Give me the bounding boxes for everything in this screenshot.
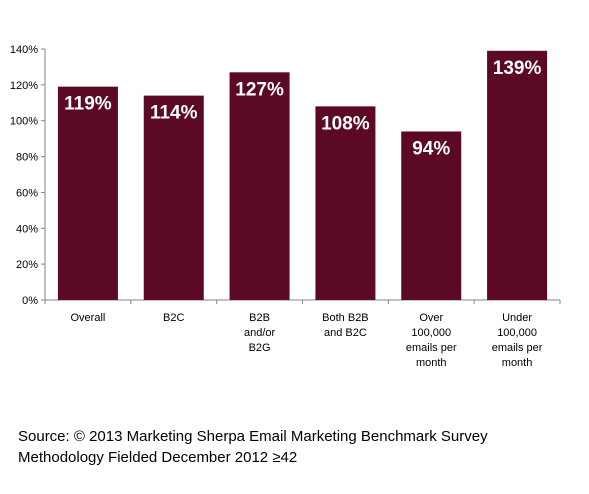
y-tick-label: 100% [10,116,38,128]
x-tick-label: Over 100,000 emails per month [406,312,457,369]
data-label: 139% [493,58,542,79]
y-tick-label: 80% [16,152,38,164]
data-label: 119% [64,94,112,115]
bar [401,131,462,300]
y-tick-label: 60% [16,187,38,199]
bar [229,72,290,300]
bar [487,50,548,300]
x-tick-label: Both B2B and B2C [322,312,368,339]
data-label: 108% [321,113,370,134]
source-note: Source: © 2013 Marketing Sherpa Email Ma… [18,426,578,468]
bar [315,106,376,300]
data-label: 94% [412,138,450,159]
y-tick-label: 140% [10,44,38,56]
bar [57,86,118,301]
y-tick-label: 120% [10,80,38,92]
x-tick-label: B2B and/or B2G [244,312,276,354]
bar-chart: 0% 20% 40% 60% 80% 100% 120% 140% 119% Overall 114… [10,44,561,369]
data-label: 127% [235,79,284,100]
source-line-2: Methodology Fielded December 2012 ≥42 [18,449,298,466]
y-tick-label: 40% [16,223,38,235]
y-tick-label: 0% [22,295,38,307]
x-tick-label: Under 100,000 emails per month [492,312,543,369]
source-line-1: Source: © 2013 Marketing Sherpa Email Ma… [18,428,488,445]
data-label: 114% [150,103,198,124]
y-tick-label: 20% [16,259,38,271]
x-tick-label: Overall [70,312,105,324]
bar [143,95,204,300]
x-tick-label: B2C [163,312,184,324]
